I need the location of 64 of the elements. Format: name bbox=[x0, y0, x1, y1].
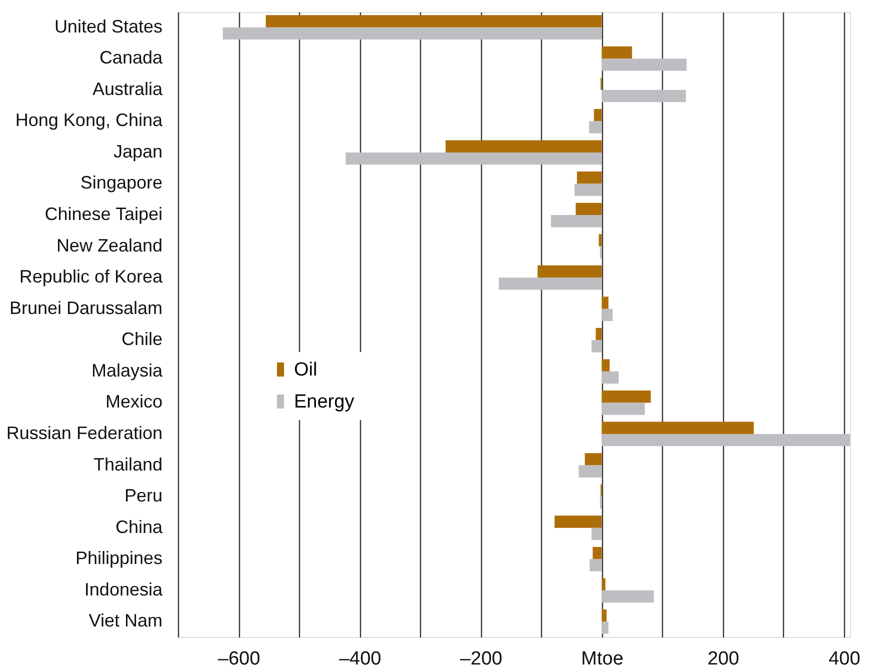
y-tick-label: Mexico bbox=[105, 392, 162, 412]
y-tick-label: Brunei Darussalam bbox=[9, 298, 162, 318]
x-tick-label: –400 bbox=[338, 648, 382, 670]
bar bbox=[550, 215, 602, 228]
bar bbox=[592, 546, 602, 560]
y-tick-label: Thailand bbox=[93, 454, 162, 474]
y-tick-label: Indonesia bbox=[84, 579, 164, 600]
bar bbox=[222, 27, 602, 40]
bar bbox=[602, 422, 754, 434]
bar bbox=[576, 202, 602, 216]
y-tick-label: Chile bbox=[121, 329, 162, 350]
y-tick-label: Philippines bbox=[75, 548, 162, 568]
x-tick-label: Mtoe bbox=[581, 648, 624, 670]
x-tick-label: 400 bbox=[828, 648, 860, 670]
bar bbox=[602, 622, 608, 634]
x-tick-label: –200 bbox=[460, 648, 502, 670]
y-tick-label: New Zealand bbox=[56, 235, 162, 256]
y-tick-label: Malaysia bbox=[91, 360, 164, 380]
bar bbox=[602, 578, 606, 590]
legend-label: Energy bbox=[294, 392, 355, 412]
bar bbox=[498, 278, 602, 290]
bar bbox=[602, 308, 613, 322]
legend-label: Oil bbox=[294, 360, 318, 380]
bar bbox=[596, 328, 602, 340]
bar bbox=[574, 184, 602, 196]
x-tick-label: 200 bbox=[708, 648, 740, 670]
y-tick-label: Republic of Korea bbox=[19, 266, 164, 287]
bar bbox=[591, 340, 602, 352]
bar bbox=[266, 15, 602, 28]
bar bbox=[602, 46, 632, 59]
y-tick-label: Canada bbox=[99, 48, 164, 68]
bar bbox=[602, 609, 607, 622]
y-tick-label: China bbox=[115, 516, 164, 537]
y-tick-label: Chinese Taipei bbox=[44, 204, 162, 224]
bar bbox=[578, 465, 602, 478]
y-tick-label: Japan bbox=[113, 141, 162, 162]
bar bbox=[602, 402, 645, 415]
y-tick-label: Russian Federation bbox=[6, 422, 162, 443]
bar bbox=[584, 453, 602, 466]
y-tick-label: United States bbox=[54, 16, 162, 36]
y-tick-label: Australia bbox=[92, 78, 164, 99]
bar bbox=[602, 590, 654, 603]
bar bbox=[446, 140, 602, 152]
bar bbox=[576, 172, 602, 184]
bar bbox=[602, 58, 687, 71]
bar bbox=[602, 390, 651, 403]
y-tick-label: Singapore bbox=[80, 172, 162, 193]
bar bbox=[602, 371, 619, 384]
bar bbox=[346, 152, 602, 165]
y-tick-label: Viet Nam bbox=[88, 610, 162, 631]
bar bbox=[554, 516, 602, 528]
bar bbox=[602, 359, 610, 372]
bar bbox=[594, 108, 602, 122]
x-tick-label: –600 bbox=[218, 648, 260, 670]
bar bbox=[591, 528, 602, 540]
bar bbox=[589, 121, 602, 134]
bar bbox=[602, 90, 686, 102]
bar bbox=[602, 296, 608, 309]
bar bbox=[602, 434, 850, 446]
bar bbox=[598, 234, 602, 246]
bar bbox=[590, 559, 602, 572]
y-tick-label: Peru bbox=[124, 486, 162, 506]
bar bbox=[538, 265, 602, 278]
y-tick-label: Hong Kong, China bbox=[15, 110, 164, 130]
